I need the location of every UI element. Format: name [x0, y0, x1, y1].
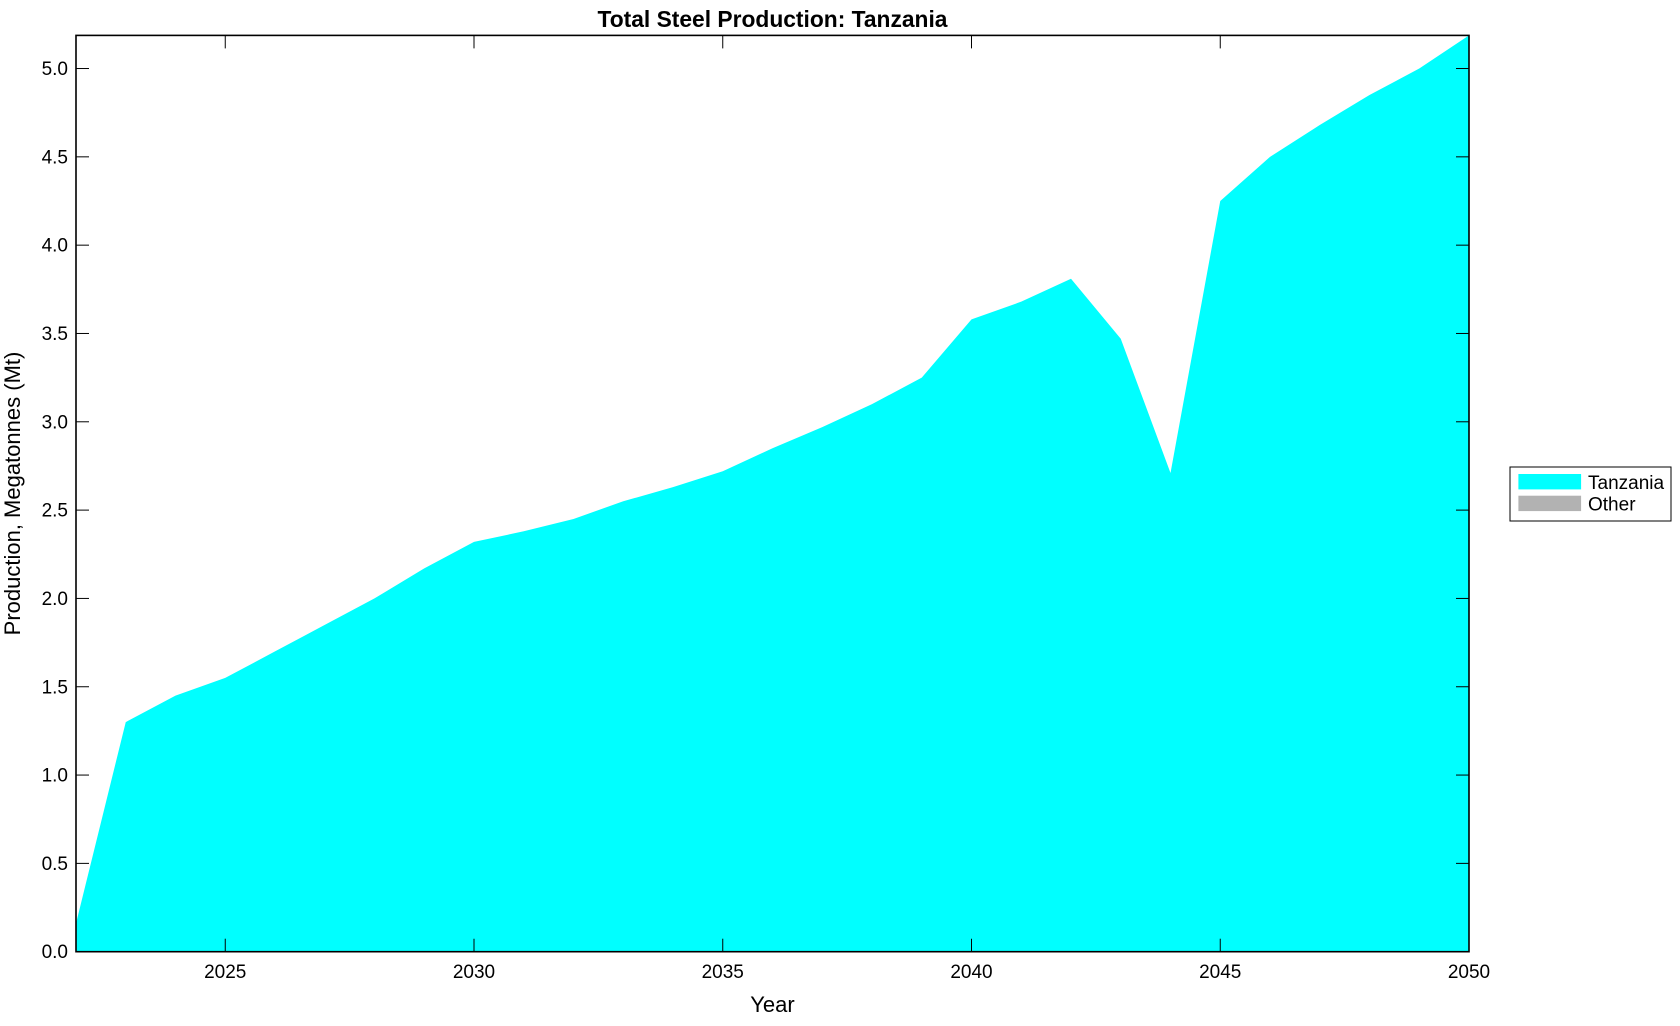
svg-text:5.0: 5.0	[42, 59, 68, 80]
svg-text:2.0: 2.0	[42, 589, 68, 610]
svg-text:2.5: 2.5	[42, 501, 68, 522]
svg-text:2045: 2045	[1199, 962, 1241, 983]
svg-text:4.0: 4.0	[42, 236, 68, 257]
svg-text:Tanzania: Tanzania	[1588, 473, 1664, 494]
svg-text:Total Steel Production: Tanzan: Total Steel Production: Tanzania	[597, 6, 947, 32]
svg-text:1.5: 1.5	[42, 677, 68, 698]
svg-text:1.0: 1.0	[42, 766, 68, 787]
svg-text:Production, Megatonnes (Mt): Production, Megatonnes (Mt)	[0, 352, 25, 636]
svg-text:Year: Year	[750, 992, 794, 1017]
svg-text:2040: 2040	[950, 962, 992, 983]
svg-text:4.5: 4.5	[42, 147, 68, 168]
svg-text:Other: Other	[1588, 495, 1636, 516]
svg-text:2035: 2035	[702, 962, 744, 983]
svg-text:3.5: 3.5	[42, 324, 68, 345]
svg-text:2050: 2050	[1448, 962, 1490, 983]
svg-text:0.5: 0.5	[42, 854, 68, 875]
svg-text:2025: 2025	[204, 962, 246, 983]
svg-text:0.0: 0.0	[42, 942, 68, 963]
svg-text:3.0: 3.0	[42, 412, 68, 433]
svg-text:2030: 2030	[453, 962, 495, 983]
